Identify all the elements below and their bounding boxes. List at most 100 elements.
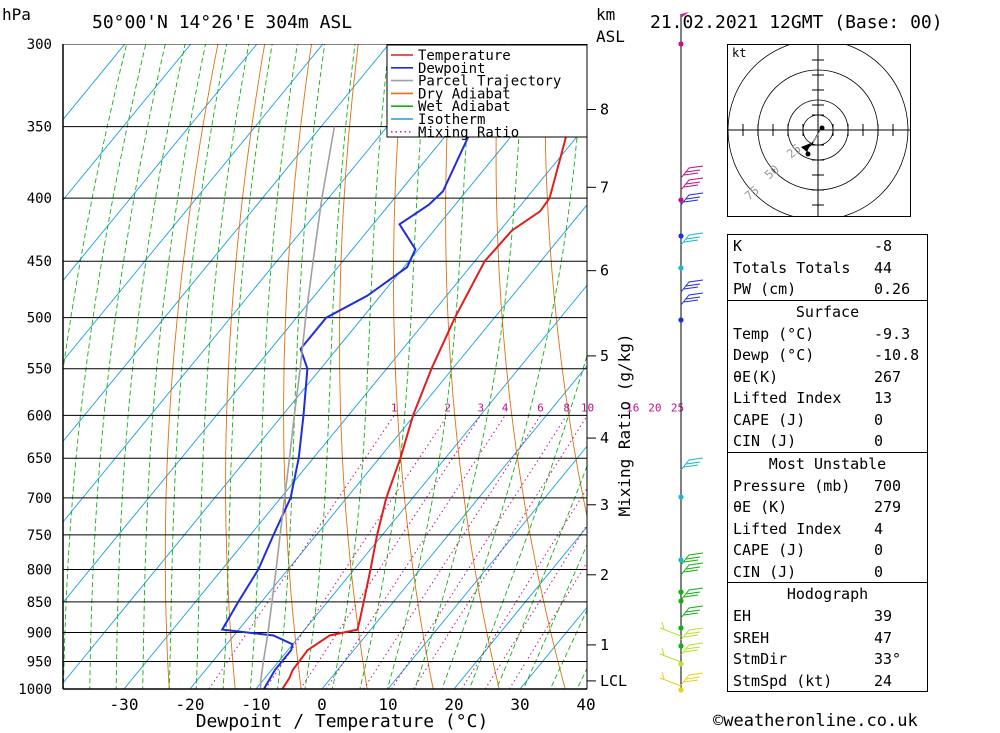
surface-dewp-label: Dewp (°C) <box>733 346 815 364</box>
legend-label: Wet Adiabat <box>418 99 511 115</box>
isotherm-line <box>63 44 324 362</box>
stmspd-label: StmSpd (kt) <box>733 671 833 690</box>
pw-label: PW (cm) <box>733 280 797 298</box>
legend-label: Isotherm <box>418 112 485 128</box>
k-index-label: K <box>733 237 743 255</box>
height-tick-label: 3 <box>600 496 609 514</box>
wind-barb <box>680 642 704 656</box>
totals-totals-value: 44 <box>874 258 893 277</box>
surface-cin-value: 0 <box>874 432 884 450</box>
mixing-ratio-label: 1 <box>391 401 398 414</box>
temperature-tick-label: 40 <box>576 695 595 714</box>
wind-profile-dot <box>678 265 684 271</box>
legend-label: Parcel Trajectory <box>418 74 561 90</box>
isotherm-line <box>63 44 390 443</box>
stmdir-label: StmDir <box>733 650 788 668</box>
wind-barb <box>680 587 704 601</box>
pressure-tick-label: 900 <box>27 626 52 642</box>
wind-barb <box>680 562 704 576</box>
pressure-tick-label: 1000 <box>18 682 52 698</box>
isotherm-line <box>255 284 587 689</box>
wind-barb <box>680 232 704 246</box>
mixing-ratio-axis-label: Mixing Ratio (g/kg) <box>615 333 634 516</box>
wind-barb <box>680 552 704 566</box>
mixing-ratio-label: 8 <box>563 401 570 414</box>
totals-totals-label: Totals Totals <box>733 258 851 277</box>
temperature-tick-label: 0 <box>317 695 327 714</box>
mixing-ratio-line <box>508 561 587 689</box>
wet-adiabat-line <box>359 44 429 689</box>
wind-profile-dot <box>678 317 684 323</box>
surface-title: Surface <box>795 302 860 321</box>
mixing-ratio-label: 2 <box>444 401 451 414</box>
wet-adiabat-line <box>249 44 298 689</box>
wind-barb <box>680 192 704 206</box>
surface-theta-label: θE(K) <box>733 367 779 386</box>
wind-barb <box>680 279 704 293</box>
temperature-tick-label: -20 <box>176 695 205 714</box>
dry-adiabat-line <box>283 44 312 689</box>
legend-label: Dewpoint <box>418 61 485 77</box>
mixing-ratio-line <box>208 415 395 689</box>
wind-barb <box>680 292 704 306</box>
wind-barb <box>680 605 704 619</box>
height-tick-label: 6 <box>600 262 609 280</box>
hodograph: kt 25 50 75 <box>727 44 911 217</box>
mixing-ratio-label: 16 <box>626 401 639 414</box>
storm-motion-marker <box>801 143 811 152</box>
wind-profile-dot <box>678 41 684 47</box>
wind-profile-dot <box>678 233 684 239</box>
km-unit-label: km <box>596 5 616 24</box>
hodograph-point <box>819 125 825 131</box>
wet-adiabat-line <box>386 44 473 689</box>
height-tick-label: 7 <box>600 178 609 196</box>
temperature-tick-label: -30 <box>110 695 139 714</box>
wet-adiabat-line <box>195 44 250 689</box>
pressure-tick-label: 700 <box>27 491 52 507</box>
mixing-ratio-label: 10 <box>581 401 594 414</box>
wet-adiabat-line <box>495 465 587 689</box>
station-title: 50°00'N 14°26'E 304m ASL <box>92 12 353 33</box>
mixing-ratio-line <box>325 415 506 689</box>
asl-unit-label: ASL <box>596 27 625 46</box>
pressure-tick-label: 950 <box>27 655 52 671</box>
mixing-ratio-label: 20 <box>648 401 661 414</box>
height-tick-label: 1 <box>600 636 609 654</box>
mixing-ratio-line <box>390 415 568 689</box>
series-temperature <box>281 75 587 689</box>
dry-adiabat-line <box>225 44 266 689</box>
hodograph-trace-light <box>812 127 823 143</box>
surface-temp-value: -9.3 <box>874 324 911 343</box>
wind-profile-dot <box>678 197 684 203</box>
pressure-tick-label: 550 <box>27 362 52 378</box>
isotherm-line <box>63 44 258 282</box>
wet-adiabat-line <box>222 44 273 689</box>
indices-panel: K -8 Totals Totals 44 PW (cm) 0.26 Surface … <box>727 234 928 692</box>
mu-li-label: Lifted Index <box>733 519 842 538</box>
wind-barb <box>680 165 704 179</box>
sreh-label: SREH <box>733 628 770 647</box>
eh-label: EH <box>733 607 752 625</box>
isotherm-line <box>321 365 587 689</box>
stmspd-value: 24 <box>874 671 893 690</box>
isotherm-line <box>63 44 192 201</box>
mixing-ratio-label: 4 <box>502 401 509 414</box>
wind-profile-dot <box>678 589 684 595</box>
x-axis-label: Dewpoint / Temperature (°C) <box>196 711 489 732</box>
height-tick-label: LCL <box>600 672 627 690</box>
hpa-unit-label: hPa <box>2 5 31 24</box>
mu-li-value: 4 <box>874 519 884 538</box>
mixing-ratio-label: 3 <box>477 401 484 414</box>
height-tick-label: 8 <box>600 100 609 118</box>
wet-adiabat-line <box>304 44 356 689</box>
mu-cin-value: 0 <box>874 562 884 581</box>
hodograph-stats-title: Hodograph <box>786 585 869 603</box>
wet-adiabat-line <box>331 44 390 689</box>
wind-profile-dot <box>678 687 684 693</box>
mu-pressure-label: Pressure (mb) <box>733 476 851 495</box>
dry-adiabat-line <box>959 7 1000 715</box>
sreh-value: 47 <box>874 628 893 647</box>
isotherm-line <box>189 204 587 689</box>
pressure-tick-label: 600 <box>27 408 52 424</box>
